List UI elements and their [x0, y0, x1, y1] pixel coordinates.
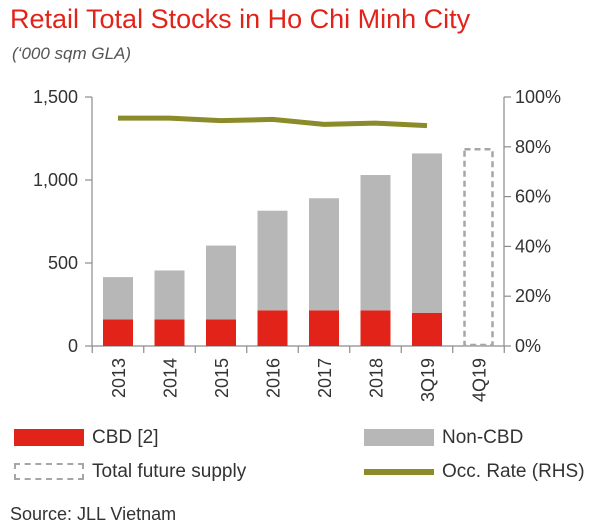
chart-axes [85, 96, 511, 353]
x-tick-label: 2016 [264, 358, 284, 398]
bar-cbd [257, 310, 288, 346]
bar-non-cbd [103, 277, 133, 320]
y-left-tick-label: 0 [68, 336, 78, 356]
chart-line [118, 115, 428, 129]
bar-cbd [309, 310, 339, 346]
bar-non-cbd [309, 198, 339, 311]
legend-cbd: CBD [2] [14, 427, 159, 449]
bar-cbd [103, 319, 133, 346]
source-note: Source: JLL Vietnam [10, 504, 177, 524]
bar-non-cbd [257, 210, 288, 311]
legend-occ-rate: Occ. Rate (RHS) [364, 461, 585, 483]
bar-non-cbd [412, 153, 442, 313]
y-right-tick-label: 40% [515, 236, 551, 256]
y-right-tick-label: 20% [515, 286, 551, 306]
y-left-tick-label: 1,000 [33, 170, 78, 190]
y-right-tick-label: 100% [515, 87, 561, 107]
y-right-tick-label: 0% [515, 336, 541, 356]
x-tick-label: 2013 [109, 358, 129, 398]
x-tick-label: 2018 [367, 358, 387, 398]
bar-cbd [206, 319, 236, 346]
y-left-tick-label: 1,500 [33, 87, 78, 107]
x-tick-label: 2015 [212, 358, 232, 398]
chart-subtitle: (‘000 sqm GLA) [12, 44, 132, 63]
chart-plot: 0 500 1,000 1,500 0% 20% 40% 60% 80% 100% 2013 2014… [33, 87, 561, 402]
legend-swatch-cbd [14, 429, 84, 447]
bar-non-cbd [154, 270, 185, 320]
y-right-tick-label: 80% [515, 137, 551, 157]
legend-non-cbd: Non-CBD [364, 427, 523, 449]
legend-label-non-cbd: Non-CBD [442, 427, 524, 448]
legend-swatch-occ-rate [364, 468, 434, 475]
bar-future-supply [463, 148, 494, 347]
bar-cbd [412, 312, 442, 346]
y-left-tick-label: 500 [48, 253, 78, 273]
bar-cbd [154, 319, 185, 346]
x-tick-label: 2014 [161, 358, 181, 398]
line-occ-rate [118, 115, 428, 129]
x-tick-label: 3Q19 [418, 358, 438, 402]
x-tick-label: 4Q19 [470, 358, 490, 402]
legend-swatch-future-supply [14, 463, 84, 481]
bar-non-cbd [206, 245, 236, 320]
y-right-tick-label: 60% [515, 187, 551, 207]
legend-future-supply: Total future supply [14, 461, 246, 483]
legend-label-cbd: CBD [2] [92, 427, 159, 448]
chart-bars [103, 148, 494, 347]
bar-non-cbd [360, 175, 391, 311]
chart-labels: 0 500 1,000 1,500 0% 20% 40% 60% 80% 100% 2013 2014… [33, 87, 561, 402]
x-tick-label: 2017 [315, 358, 335, 398]
legend-label-occ-rate: Occ. Rate (RHS) [442, 461, 585, 482]
legend-label-future-supply: Total future supply [92, 461, 247, 482]
bar-cbd [360, 310, 391, 346]
chart-title: Retail Total Stocks in Ho Chi Minh City [10, 4, 471, 34]
legend-swatch-non-cbd [364, 429, 434, 447]
